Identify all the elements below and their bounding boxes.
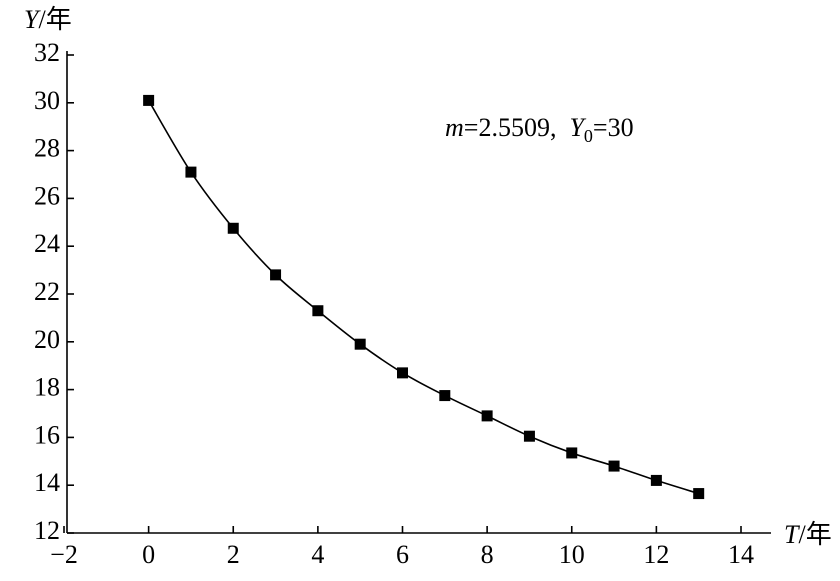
marker [693,488,705,500]
y-tick-label: 26 [34,181,60,210]
x-tick-label: 6 [396,540,409,569]
y-tick-label: 32 [34,38,60,67]
marker [439,390,451,402]
annotation-value: =2.5509, [464,113,570,142]
marker [185,166,197,178]
marker [523,430,535,442]
marker [608,460,620,472]
marker [312,305,324,317]
y-tick-label: 14 [34,468,60,497]
x-tick-label: 4 [311,540,324,569]
marker [566,447,578,459]
annotation-value: =30 [593,113,634,142]
x-tick-label: 14 [728,540,754,569]
y-axis-label-var: Y [24,5,41,34]
y-tick-label: 28 [34,134,60,163]
annotation-var: m [445,113,464,142]
y-axis-label: Y/年 [24,5,72,34]
y-tick-label: 30 [34,86,60,115]
x-tick-label: 0 [142,540,155,569]
marker [227,222,239,234]
curve [147,100,699,495]
x-axis-label-var: T [784,520,800,549]
x-axis-label-unit: /年 [798,520,831,549]
y-tick-label: 12 [34,516,60,545]
x-tick-label: −2 [50,540,78,569]
annotation: m=2.5509, Y0=30 [445,113,634,146]
marker [650,474,662,486]
x-tick-label: 8 [481,540,494,569]
y-tick-label: 20 [34,325,60,354]
x-axis-label: T/年 [784,520,832,549]
y-tick-label: 24 [34,229,60,258]
marker [481,410,493,422]
marker [354,338,366,350]
y-axis-label-unit: /年 [38,5,71,34]
marker [397,367,408,379]
x-tick-label: 10 [559,540,585,569]
annotation-var: Y [569,113,586,142]
y-tick-label: 22 [34,277,60,306]
marker [270,269,282,281]
annotation-subscript: 0 [584,126,593,146]
y-tick-label: 16 [34,420,60,449]
marker [143,94,155,106]
x-tick-label: 2 [227,540,240,569]
x-tick-label: 12 [643,540,669,569]
y-tick-label: 18 [34,373,60,402]
